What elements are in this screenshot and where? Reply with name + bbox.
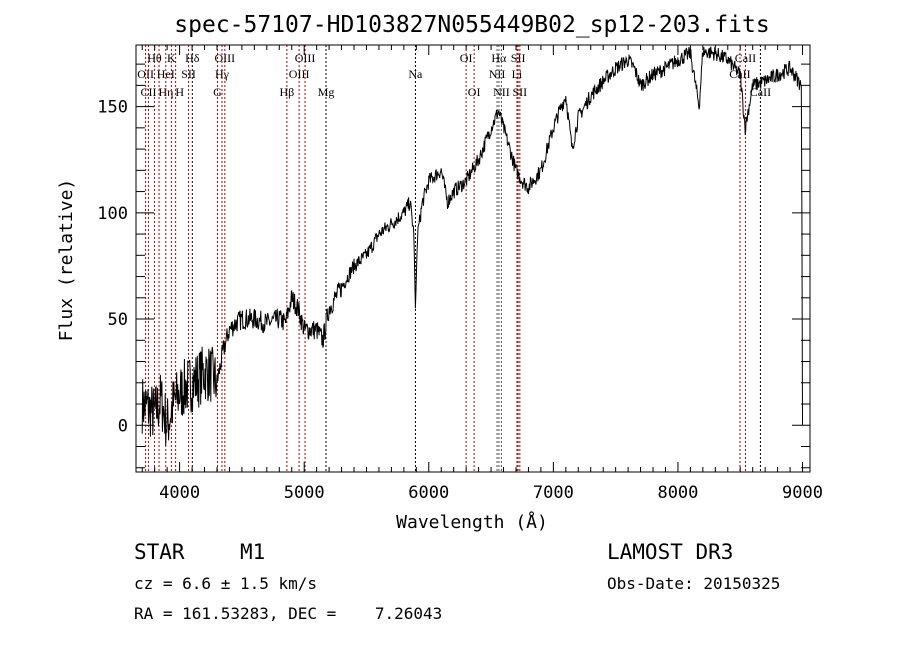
line-marker-label: SII xyxy=(511,51,526,65)
line-marker-label: CaII xyxy=(750,85,771,99)
line-marker-label: K xyxy=(167,51,176,65)
y-tick-label: 150 xyxy=(97,98,128,118)
axes: 4000 5000 6000 7000 8000 9000 0 50 100 150 xyxy=(97,45,823,503)
object-class: STAR xyxy=(134,540,185,564)
line-marker-label: HeI xyxy=(157,67,175,81)
spectrum-line xyxy=(141,46,803,446)
y-tick-label: 100 xyxy=(97,204,128,224)
line-marker-label: SII xyxy=(181,67,196,81)
line-marker-label: OIII xyxy=(295,51,316,65)
redshift-cz: cz = 6.6 ± 1.5 km/s xyxy=(134,574,318,593)
line-marker-label: CII xyxy=(141,85,157,99)
line-marker-label: H xyxy=(175,85,184,99)
line-marker-label: Hα xyxy=(491,51,507,65)
line-marker-label: Na xyxy=(408,67,423,81)
line-marker-label: OI xyxy=(468,85,481,99)
line-marker-label: Li xyxy=(512,67,523,81)
survey-name: LAMOST DR3 xyxy=(607,540,734,564)
line-marker-label: G xyxy=(213,85,222,99)
x-tick-label: 7000 xyxy=(533,483,574,503)
line-marker-label: SII xyxy=(513,85,528,99)
object-subclass: M1 xyxy=(240,540,266,564)
line-marker-label: Hθ xyxy=(147,51,162,65)
x-tick-label: 9000 xyxy=(782,483,823,503)
x-tick-label: 6000 xyxy=(408,483,449,503)
line-marker-label: Hδ xyxy=(185,51,200,65)
line-marker-label: NII xyxy=(493,85,510,99)
x-tick-label: 8000 xyxy=(657,483,698,503)
line-marker-label: CaII xyxy=(735,51,756,65)
line-markers: OII Hθ CII Hη HeI K H SII Hδ G Hγ OIII Hβ OIII OIII Mg N… xyxy=(137,45,771,472)
line-marker-label: NII xyxy=(489,67,506,81)
line-marker-label: OII xyxy=(137,67,154,81)
y-tick-label: 0 xyxy=(118,416,128,436)
x-tick-label: 4000 xyxy=(159,483,200,503)
line-marker-label: OI xyxy=(460,51,473,65)
line-marker-label: Mg xyxy=(318,85,335,99)
obs-date: Obs-Date: 20150325 xyxy=(607,574,781,593)
plot-frame xyxy=(135,44,811,473)
chart-title: spec-57107-HD103827N055449B02_sp12-203.f… xyxy=(174,12,769,38)
line-marker-label: OIII xyxy=(215,51,236,65)
y-tick-label: 50 xyxy=(108,310,128,330)
line-marker-label: OIII xyxy=(289,67,310,81)
x-axis-label: Wavelength (Å) xyxy=(396,511,548,533)
line-marker-label: Hβ xyxy=(280,85,295,99)
x-tick-label: 5000 xyxy=(284,483,325,503)
line-marker-label: Hη xyxy=(159,85,174,99)
coordinates: RA = 161.53283, DEC = 7.26043 xyxy=(134,604,443,623)
line-marker-label: Hγ xyxy=(215,67,230,81)
y-axis-label: Flux (relative) xyxy=(56,179,77,342)
